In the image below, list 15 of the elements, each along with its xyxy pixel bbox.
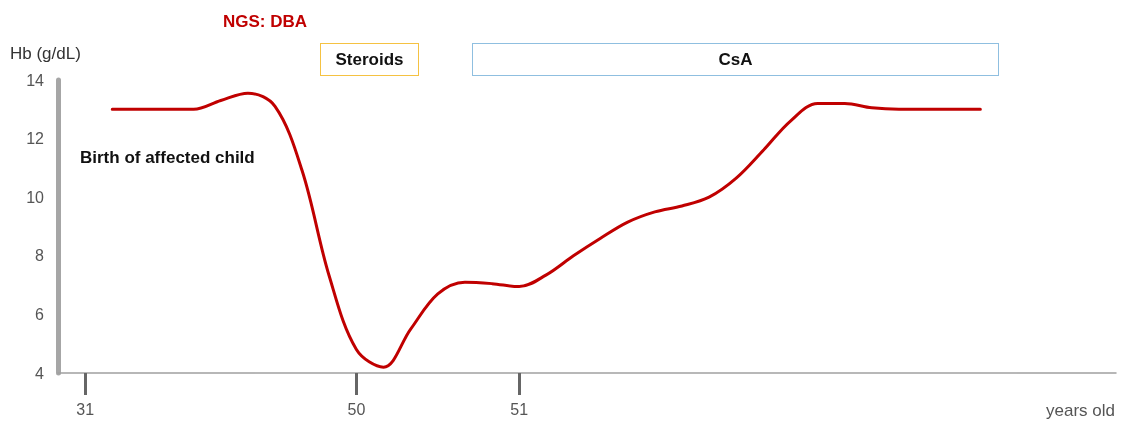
x-tick-label: 31 <box>76 400 95 418</box>
x-axis-title: years old <box>1046 401 1115 421</box>
chart-title: NGS: DBA <box>223 12 308 31</box>
x-tick-label: 51 <box>510 400 529 418</box>
y-tick-label: 10 <box>26 188 45 206</box>
annotation: Birth of affected child <box>80 148 255 168</box>
y-tick-label: 4 <box>35 364 45 382</box>
text: Steroids <box>320 43 419 76</box>
y-tick-label: 8 <box>35 247 45 265</box>
x-tick-label: 50 <box>347 400 366 418</box>
y-tick-label: 12 <box>26 130 45 148</box>
y-tick-label: 6 <box>35 305 45 323</box>
y-axis-title: Hb (g/dL) <box>10 44 81 64</box>
y-tick-label: 14 <box>26 71 45 89</box>
text: CsA <box>472 43 999 76</box>
